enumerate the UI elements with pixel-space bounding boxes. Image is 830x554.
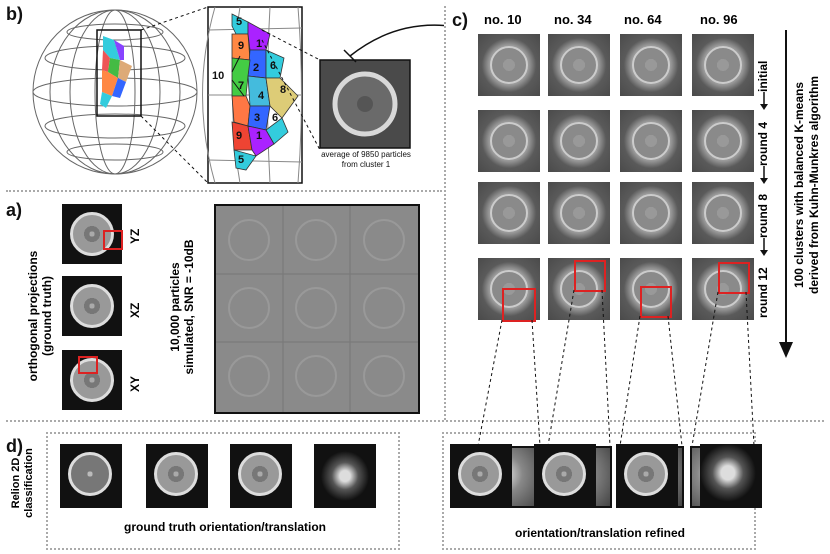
sphere-diagram: [32, 6, 444, 184]
tile-initial-no10: [478, 34, 540, 96]
relion-gt-class-4: [314, 444, 376, 508]
cluster-num-9-top: 9: [238, 40, 245, 52]
relion-refined-class-3: [616, 444, 678, 508]
highlight-box-no64: [640, 286, 672, 318]
tile-round4-no96: [692, 110, 754, 172]
separator-vertical: [444, 6, 446, 420]
tile-round8-no10: [478, 182, 540, 244]
cluster-num-2: 2: [253, 62, 260, 74]
caption-line-2: from cluster 1: [341, 160, 391, 169]
highlight-box-no10: [502, 288, 536, 322]
highlight-box-no34: [574, 260, 606, 292]
kmeans-side-label: 100 clusters with balanced K-means deriv…: [792, 30, 822, 340]
column-header-no10: no. 10: [484, 12, 522, 27]
relion-gt-class-1: [60, 444, 122, 508]
kmeans-label-line-2: derived from Kuhn-Munkres algorithm: [807, 75, 821, 295]
cluster-average-caption: average of 9850 particles from cluster 1: [310, 150, 422, 170]
cluster-num-6-bottom: 6: [272, 112, 279, 124]
separator-horizontal-left: [6, 190, 442, 192]
cluster-num-5-bottom: 5: [238, 154, 245, 166]
relion-label-line-2: classification: [23, 448, 35, 518]
cluster-num-5-top: 5: [236, 16, 243, 28]
column-header-no64: no. 64: [624, 12, 662, 27]
tile-round12-no64: [620, 258, 682, 320]
cluster-num-4: 4: [258, 90, 265, 102]
column-header-no96: no. 96: [700, 12, 738, 27]
tile-round4-no34: [548, 110, 610, 172]
tile-initial-no96: [692, 34, 754, 96]
panel-label-d: d): [6, 436, 23, 456]
cluster-num-9-bottom: 9: [236, 130, 243, 142]
panel-label-c: c): [452, 10, 469, 30]
relion-refined-class-4: [700, 444, 762, 508]
kmeans-label-line-1: 100 clusters with balanced K-means: [792, 81, 806, 289]
cluster-num-1-top: 1: [256, 38, 263, 50]
noisy-particle-grid: [214, 204, 420, 414]
tile-round8-no34: [548, 182, 610, 244]
tile-round12-no34: [548, 258, 610, 320]
round-arrows: [760, 92, 768, 256]
highlight-box-yz: [103, 230, 123, 250]
relion-refined-class-2: [534, 444, 596, 508]
sphere-patch: [100, 36, 132, 108]
highlight-box-xy: [78, 356, 98, 374]
highlight-box-no96: [718, 262, 750, 294]
round-label-initial: initial: [756, 60, 770, 92]
tile-round8-no96: [692, 182, 754, 244]
relion-side-label: Relion 2D classification: [10, 448, 36, 518]
projection-xz: [62, 276, 122, 336]
caption-ground-truth: ground truth orientation/translation: [124, 520, 326, 534]
tile-initial-no64: [620, 34, 682, 96]
tile-round8-no64: [620, 182, 682, 244]
separator-horizontal-bottom: [6, 420, 824, 422]
column-header-no34: no. 34: [554, 12, 592, 27]
cluster-num-7: 7: [238, 80, 245, 92]
panel-label-b: b): [6, 4, 23, 24]
caption-line-1: average of 9850 particles: [321, 150, 411, 159]
projection-yz: [62, 204, 122, 264]
relion-gt-class-2: [146, 444, 208, 508]
tile-round4-no10: [478, 110, 540, 172]
tile-round12-no96: [692, 258, 754, 320]
relion-box-ground-truth: [46, 432, 400, 550]
tile-round4-no64: [620, 110, 682, 172]
noisy-grid-svg: [216, 206, 418, 412]
relion-label-line-1: Relion 2D: [10, 457, 22, 509]
caption-refined: orientation/translation refined: [514, 526, 685, 540]
relion-refined-class-1: [450, 444, 512, 508]
cluster-num-3: 3: [254, 112, 261, 124]
tile-initial-no34: [548, 34, 610, 96]
relion-gt-class-3: [230, 444, 292, 508]
cluster-num-6-top: 6: [270, 60, 277, 72]
cluster-num-1-bottom: 1: [256, 130, 263, 142]
projection-xy: [62, 350, 122, 410]
panel-label-a: a): [6, 200, 23, 220]
big-down-arrow: [779, 30, 793, 358]
cluster-num-8: 8: [280, 84, 287, 96]
cluster-num-10: 10: [212, 70, 225, 82]
round-label-12: round 12: [756, 267, 770, 318]
